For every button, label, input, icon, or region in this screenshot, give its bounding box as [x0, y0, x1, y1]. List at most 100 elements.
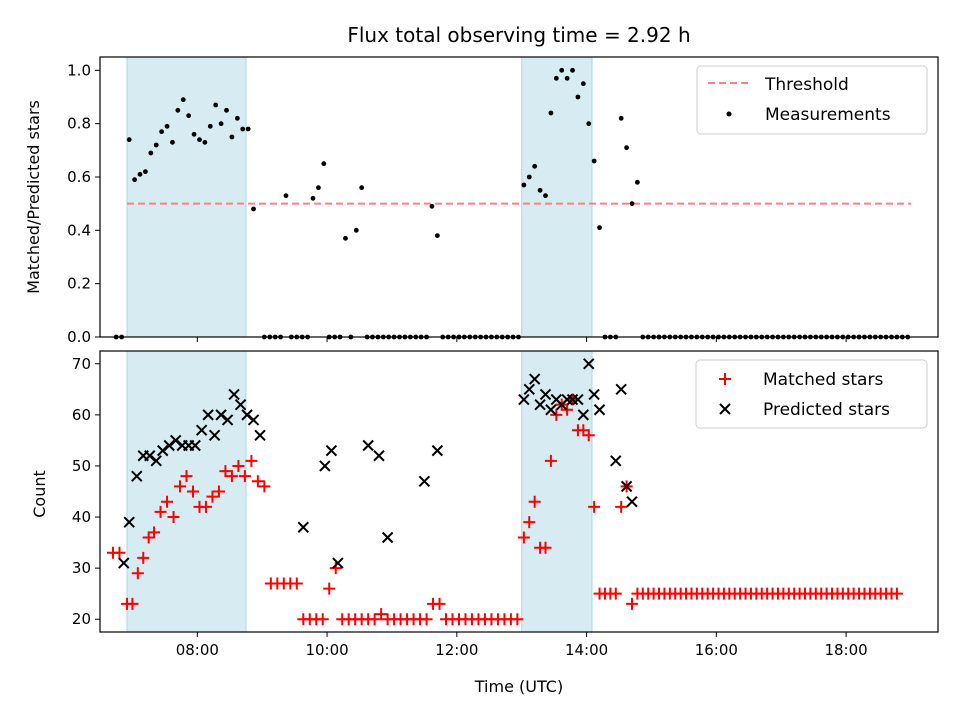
predicted-point: [588, 388, 600, 401]
predicted-point: [131, 470, 143, 482]
matched-point: [186, 485, 199, 498]
measurement-point: [575, 94, 581, 100]
y-tick-label: 50: [72, 457, 91, 475]
predicted-point: [325, 444, 338, 457]
matched-point: [890, 587, 903, 600]
legend-threshold-label: Threshold: [764, 75, 849, 95]
measurement-point: [543, 193, 548, 199]
matched-point: [615, 500, 628, 513]
bottom-x-ticks: 08:00 10:00 12:00 14:00 16:00 18:00: [176, 632, 868, 659]
legend-measurements-label: Measurements: [765, 105, 891, 125]
measurement-point: [434, 233, 440, 239]
top-legend: Threshold Measurements: [696, 65, 928, 135]
matched-point: [232, 459, 245, 472]
bottom-matched-points: [106, 393, 903, 626]
top-y-axis-label: Matched/Predicted stars: [24, 100, 43, 294]
measurement-point: [597, 225, 602, 231]
measurement-point: [153, 142, 159, 148]
matched-point: [323, 582, 336, 595]
y-tick-label: 60: [72, 406, 91, 424]
measurement-point: [624, 145, 629, 151]
measurement-point: [245, 126, 251, 132]
shaded-interval: [126, 350, 247, 633]
measurement-point: [591, 158, 597, 164]
measurement-point: [180, 97, 186, 103]
matched-point: [368, 613, 381, 626]
predicted-point: [577, 409, 590, 421]
predicted-point: [221, 414, 234, 426]
measurement-point: [316, 185, 321, 191]
matched-point: [561, 403, 574, 416]
matched-point: [219, 465, 232, 478]
matched-point: [126, 597, 139, 610]
matched-point: [375, 608, 388, 621]
measurement-point: [234, 115, 240, 121]
predicted-point: [431, 444, 444, 457]
measurement-point: [618, 115, 624, 121]
matched-point: [251, 475, 264, 488]
bottom-axes-frame: [99, 350, 939, 633]
y-tick-label: 40: [72, 508, 91, 526]
predicted-point: [297, 521, 309, 533]
matched-point: [511, 613, 524, 626]
matched-point: [131, 567, 144, 580]
predicted-point: [381, 531, 394, 544]
matched-point: [517, 531, 530, 544]
measurement-point: [197, 137, 202, 143]
matched-point: [290, 577, 303, 590]
bottom-y-ticks: 20 30 40 50 60 70: [72, 355, 100, 628]
x-tick-label: 08:00: [176, 641, 219, 659]
measurement-point: [564, 75, 570, 81]
measurement-point: [429, 203, 435, 209]
measurement-point: [186, 113, 192, 119]
predicted-point: [202, 409, 214, 421]
predicted-point: [418, 475, 431, 487]
figure-title: Flux total observing time = 2.92 h: [347, 23, 690, 47]
measurement-point: [143, 169, 148, 175]
predicted-point: [373, 450, 385, 462]
y-tick-label: 70: [72, 355, 91, 373]
predicted-point: [534, 398, 546, 411]
matched-point: [199, 500, 212, 513]
measurement-point: [586, 121, 592, 127]
matched-point: [420, 613, 433, 626]
measurement-point: [251, 206, 256, 212]
predicted-point: [518, 393, 530, 406]
matched-point: [167, 511, 180, 524]
legend-matched-swatch: [719, 373, 731, 385]
predicted-point: [150, 455, 162, 467]
predicted-point: [247, 414, 260, 426]
measurement-point: [213, 102, 219, 108]
top-y-ticks: 0.0 0.2 0.4 0.6 0.8 1.0: [67, 61, 100, 346]
top-x-ticks: [196, 337, 847, 342]
predicted-point: [234, 398, 247, 411]
matched-point: [245, 454, 258, 467]
measurement-point: [553, 75, 559, 81]
measurement-point: [126, 137, 132, 143]
legend-measurements-swatch: [726, 111, 732, 117]
measurement-point: [175, 107, 181, 113]
x-tick-label: 12:00: [435, 641, 478, 659]
measurement-point: [283, 193, 289, 199]
measurement-point: [548, 110, 554, 116]
predicted-point: [123, 516, 135, 528]
measurement-point: [240, 126, 246, 132]
measurement-point: [310, 195, 316, 201]
measurement-point: [132, 177, 138, 183]
predicted-point: [593, 404, 606, 416]
predicted-point: [118, 557, 130, 569]
bottom-y-axis-label: Count: [30, 470, 49, 518]
legend-predicted-label: Predicted stars: [763, 400, 890, 420]
measurement-point: [629, 201, 635, 207]
measurement-point: [343, 235, 348, 241]
predicted-point: [254, 429, 266, 442]
y-tick-label: 0.4: [67, 221, 91, 239]
measurement-point: [580, 81, 586, 87]
matched-point: [180, 470, 193, 483]
matched-point: [206, 490, 219, 503]
matched-point: [539, 541, 552, 554]
y-tick-label: 0.8: [67, 115, 91, 133]
shaded-interval: [126, 56, 247, 338]
matched-point: [258, 480, 271, 493]
matched-point: [225, 470, 238, 483]
